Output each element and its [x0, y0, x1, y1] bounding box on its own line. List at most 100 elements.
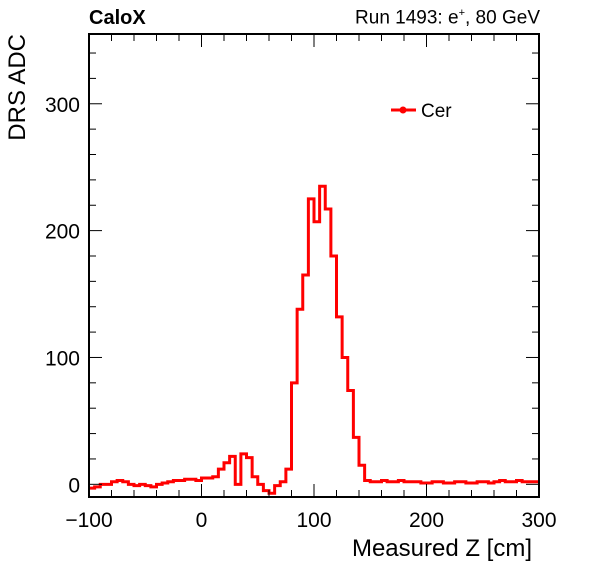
series-cer-bin — [293, 382, 295, 384]
series-cer-bin — [507, 481, 509, 483]
series-cer-bin — [220, 468, 222, 470]
series-cer-bin — [136, 484, 138, 487]
y-tick-label: 200 — [45, 221, 80, 244]
series-cer-bin — [327, 208, 329, 210]
series-cer-bin — [248, 457, 250, 459]
series-cer-bin — [299, 308, 301, 310]
series-cer-bin — [288, 468, 290, 470]
series-cer-bin — [102, 483, 104, 485]
series-cer-bin — [501, 479, 504, 482]
series-cer-bin — [445, 482, 447, 484]
series-cer-bin — [119, 479, 121, 482]
series-cer-bin — [513, 481, 515, 483]
series-cer-bin — [434, 481, 436, 483]
series-cer-bin — [451, 482, 453, 484]
series-cer-bin — [198, 479, 200, 482]
series-cer-bin — [271, 492, 273, 494]
legend-marker-cer — [399, 106, 407, 114]
series-cer-bin — [361, 464, 363, 466]
series-cer-bin — [462, 481, 464, 483]
series-cer-bin — [108, 483, 110, 485]
series-cer-bin — [524, 481, 526, 483]
run-label-energy: , 80 GeV — [465, 7, 540, 29]
series-cer-bin — [518, 479, 520, 482]
series-cer-bin — [378, 481, 380, 483]
series-cer-bin — [141, 483, 144, 485]
series-cer-bin — [181, 479, 183, 482]
series-cer-bin — [484, 481, 487, 483]
series-cer-bin — [468, 482, 470, 484]
legend: Cer — [391, 101, 452, 122]
x-tick-label: 300 — [521, 509, 556, 532]
series-cer-bin — [349, 389, 352, 392]
series-cer-bin — [130, 483, 132, 485]
y-tick-label: 0 — [68, 474, 80, 497]
series-cer-bin — [316, 221, 318, 223]
x-tick-label: 200 — [409, 509, 444, 532]
series-cer-bin — [203, 477, 205, 479]
series-cer-bin — [214, 476, 217, 478]
series-cer-bin — [344, 356, 346, 359]
series-cer-bin — [169, 481, 172, 483]
series-cer-bin — [439, 481, 442, 483]
series-cer-bin — [394, 481, 397, 483]
series-cer-bin — [490, 482, 492, 484]
series-cer-bin — [192, 478, 194, 480]
series-cer-bin — [473, 482, 475, 484]
series-cer-bin — [124, 481, 127, 483]
x-tick-label: 100 — [296, 509, 331, 532]
series-cer-bin — [529, 481, 532, 483]
x-tick-label: 0 — [196, 509, 208, 532]
series-cer-bin — [479, 481, 481, 483]
series-cer-bin — [321, 185, 324, 187]
series-cer-bin — [91, 487, 93, 489]
series-cer-bin — [175, 479, 177, 482]
series-cer-bin — [231, 455, 234, 458]
series-cer-bin — [372, 481, 374, 483]
chart-marks — [89, 184, 539, 495]
series-cer-bin — [423, 482, 425, 484]
series-cer-bin — [259, 483, 262, 485]
series-cer-line — [89, 184, 539, 495]
series-cer-bin — [282, 481, 284, 483]
series-cer-bin — [428, 482, 430, 484]
series-cer-bin — [243, 453, 245, 455]
legend-label-cer: Cer — [421, 101, 452, 122]
chart-axes: −100 0 100 200 300 0 100 200 300 — [45, 33, 557, 532]
series-cer-bin — [456, 481, 459, 483]
series-cer-bin — [153, 486, 155, 488]
series-cer-bin — [96, 486, 99, 488]
series-cer-bin — [496, 481, 498, 483]
series-cer-bin — [254, 476, 256, 478]
series-cer-bin — [276, 484, 279, 487]
series-cer-bin — [383, 479, 385, 482]
series-cer-bin — [186, 478, 189, 480]
series-cer-bin — [417, 481, 419, 483]
y-tick-label: 100 — [45, 347, 80, 370]
series-cer-bin — [164, 482, 166, 484]
series-cer-bin — [310, 198, 312, 200]
series-cer-bin — [355, 436, 357, 438]
y-axis-label: DRS ADC — [4, 34, 31, 141]
series-cer-bin — [113, 481, 115, 483]
series-cer-bin — [147, 484, 149, 487]
x-tick-label: −100 — [65, 509, 112, 532]
series-cer-bin — [209, 477, 211, 479]
series-cer-bin — [265, 490, 267, 492]
run-label-text: Run 1493: e — [355, 7, 459, 29]
series-cer-bin — [237, 483, 239, 485]
run-label: Run 1493: e+, 80 GeV — [355, 7, 540, 29]
run-label-charge: + — [458, 7, 465, 19]
series-cer-bin — [333, 255, 335, 257]
experiment-label: CaloX — [89, 7, 146, 29]
series-cer-bin — [411, 481, 414, 483]
series-cer-bin — [366, 479, 369, 482]
plot-frame — [88, 33, 540, 498]
series-cer-bin — [406, 481, 408, 483]
series-cer-bin — [158, 483, 160, 485]
x-axis-label: Measured Z [cm] — [352, 535, 532, 562]
y-tick-label: 300 — [45, 94, 80, 117]
series-cer-bin — [389, 481, 391, 483]
series-cer-bin — [400, 479, 402, 482]
